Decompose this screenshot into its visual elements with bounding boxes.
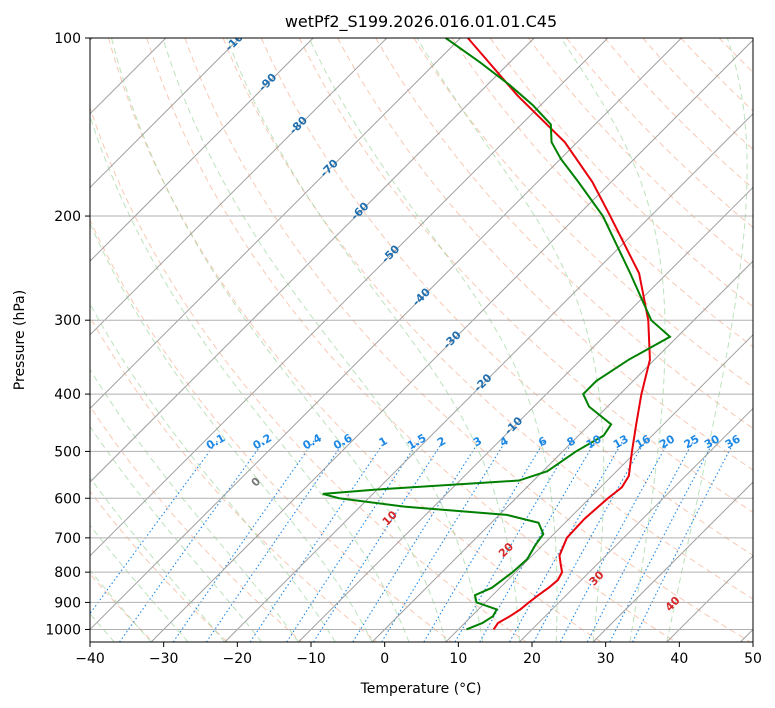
isotherm xyxy=(224,113,753,642)
temperature-profile xyxy=(467,38,651,631)
mixing-ratio-line xyxy=(423,440,545,642)
moist-adiabat xyxy=(416,38,605,642)
isotherm xyxy=(90,38,314,262)
isotherm xyxy=(519,407,753,642)
x-tick-label: 20 xyxy=(523,651,541,667)
isotherm xyxy=(90,38,240,189)
dry-adiabat xyxy=(222,38,753,600)
isotherm xyxy=(90,38,461,410)
dry-adiabat xyxy=(146,38,676,642)
x-tick-label: 0 xyxy=(380,651,389,667)
moist-adiabat xyxy=(90,302,336,642)
moist-adiabat xyxy=(111,38,447,642)
y-tick-label: 700 xyxy=(54,531,81,547)
dry-adiabat xyxy=(90,315,378,642)
moist-adiabat xyxy=(90,476,226,642)
y-tick-label: 1000 xyxy=(45,622,81,638)
dry-adiabat xyxy=(566,38,753,229)
y-tick-label: 400 xyxy=(54,387,81,403)
dry-adiabat xyxy=(451,38,753,348)
moist-adiabat xyxy=(90,425,263,642)
isotherm xyxy=(90,38,388,336)
dry-adiabat xyxy=(108,38,602,642)
x-axis-label: Temperature (°C) xyxy=(360,681,482,697)
x-tick-label: 30 xyxy=(597,651,615,667)
dry-adiabat xyxy=(375,38,753,430)
y-tick-label: 200 xyxy=(54,209,81,225)
isotherm xyxy=(445,334,753,642)
x-tick-label: −40 xyxy=(75,651,105,667)
dry-adiabat xyxy=(184,38,751,642)
dry-adiabat xyxy=(260,38,753,556)
x-tick-label: −20 xyxy=(223,651,253,667)
mixing-ratio-line xyxy=(533,440,646,642)
moist-adiabat xyxy=(560,38,666,642)
moist-adiabat xyxy=(162,38,484,642)
isotherm xyxy=(298,186,753,642)
dry-adiabat xyxy=(90,218,452,642)
mixing-ratio-line xyxy=(313,440,444,642)
mixing-ratio-line xyxy=(90,440,218,615)
y-tick-label: 900 xyxy=(54,595,81,611)
y-tick-label: 300 xyxy=(54,313,81,329)
dry-adiabat xyxy=(413,38,753,388)
x-tick-label: 10 xyxy=(449,651,467,667)
dry-adiabat xyxy=(337,38,753,471)
chart-title: wetPf2_S199.2026.016.01.01.C45 xyxy=(285,12,557,32)
x-tick-label: 50 xyxy=(744,651,762,667)
isotherm xyxy=(371,260,753,642)
mixing-ratio-line xyxy=(509,440,624,642)
x-tick-label: 40 xyxy=(670,651,688,667)
moist-adiabat xyxy=(90,569,152,642)
isotherm xyxy=(150,39,753,642)
dry-adiabat xyxy=(298,38,753,513)
isobars xyxy=(90,38,753,630)
moist-adiabat xyxy=(666,38,748,642)
dry-adiabat xyxy=(527,38,753,268)
x-axis: −40 −30 −20 −10 0 10 20 30 40 50 xyxy=(75,642,762,667)
moist-adiabat xyxy=(226,38,520,642)
isotherm xyxy=(90,38,535,483)
plot-frame xyxy=(89,37,754,643)
moist-adiabat xyxy=(308,38,558,642)
dry-adiabat xyxy=(642,38,753,151)
x-tick-label: −10 xyxy=(296,651,326,667)
plot-area: -100-90-80-70-60-50-40-30-20-100.1 0.2 0.4… xyxy=(90,38,753,642)
y-tick-label: 100 xyxy=(54,31,81,47)
mixing-ratio-line xyxy=(352,440,480,642)
mixing-ratio-line xyxy=(205,440,346,642)
isotherm xyxy=(592,481,753,642)
isotherm xyxy=(90,38,682,631)
y-tick-label: 800 xyxy=(54,565,81,581)
dry-adiabats xyxy=(90,38,753,642)
y-axis-label: Pressure (hPa) xyxy=(12,290,28,390)
mixing-ratio-line xyxy=(172,440,315,642)
mixing-ratio-line xyxy=(286,440,420,642)
mixing-ratio-line xyxy=(249,440,386,642)
moist-adiabat xyxy=(90,524,189,642)
y-tick-label: 500 xyxy=(54,444,81,460)
mixing-ratio-line xyxy=(454,440,574,642)
x-tick-label: −30 xyxy=(149,651,179,667)
y-tick-label: 600 xyxy=(54,491,81,507)
dewpoint-profile xyxy=(322,38,672,631)
mixing-ratio-line xyxy=(632,440,735,642)
isotherm xyxy=(90,38,609,557)
series-lines xyxy=(322,38,672,631)
moist-adiabat xyxy=(90,222,373,642)
y-axis: 100 200 300 400 500 600 700 800 900 1000 xyxy=(45,31,90,638)
isotherms xyxy=(90,38,753,642)
moist-adiabat xyxy=(90,114,410,642)
dry-adiabat xyxy=(90,106,527,642)
